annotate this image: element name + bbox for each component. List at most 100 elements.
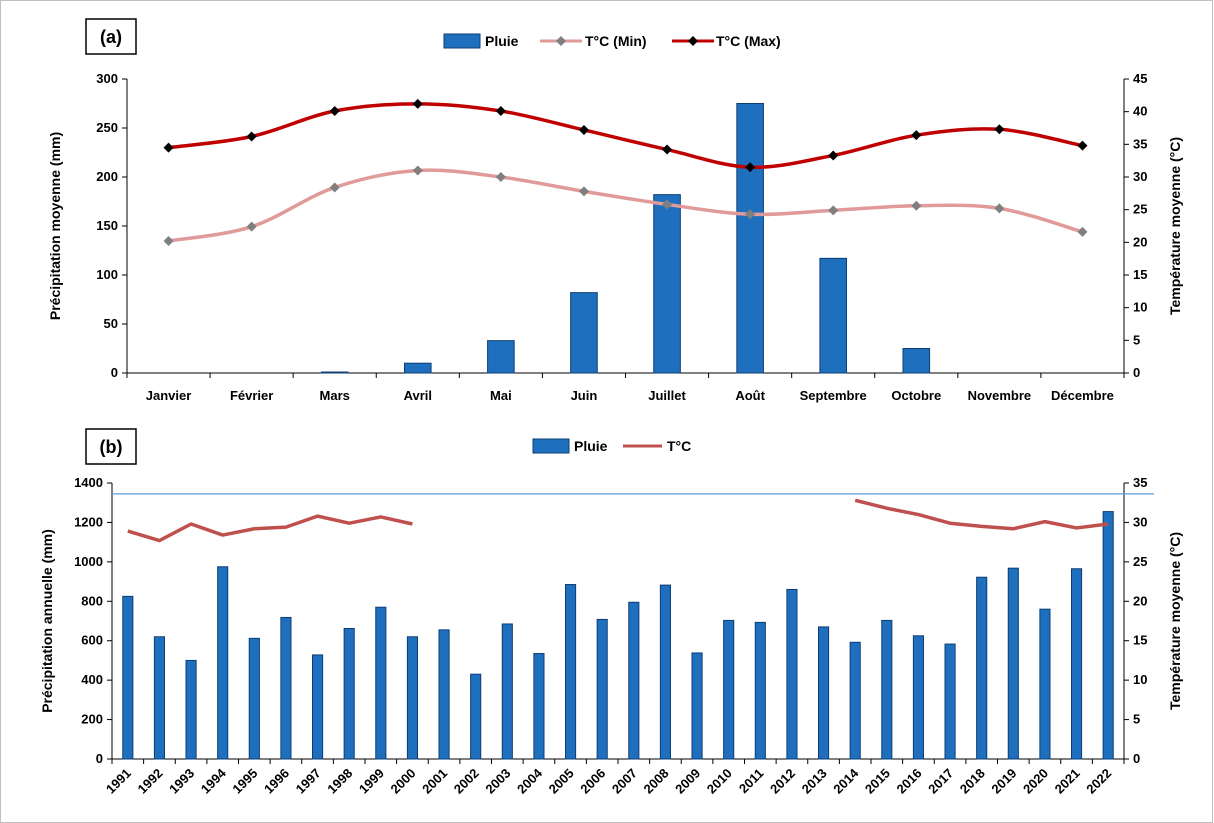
a-category-label: Juillet bbox=[648, 388, 686, 403]
a-category-label: Mai bbox=[490, 388, 512, 403]
b-bar-pluie bbox=[122, 595, 134, 760]
a-line-tmax bbox=[168, 102, 1083, 170]
a-point-tmax bbox=[745, 162, 756, 173]
a-category-label: Avril bbox=[404, 388, 432, 403]
a-point-tmax bbox=[495, 106, 506, 117]
a-point-tmin bbox=[246, 221, 257, 232]
panel-a-right-ticks: 0 5 10 15 20 25 30 35 40 45 bbox=[1124, 71, 1147, 380]
a-point-tmax bbox=[911, 130, 922, 141]
b-bar-pluie bbox=[217, 566, 229, 760]
a-point-tmin bbox=[745, 209, 756, 220]
a-y2tick-label: 0 bbox=[1133, 365, 1140, 380]
a-y2tick-label: 40 bbox=[1133, 104, 1147, 119]
a-y2tick-label: 35 bbox=[1133, 136, 1147, 151]
b-bar-pluie bbox=[691, 652, 703, 760]
b-bar-pluie bbox=[501, 623, 513, 760]
legend-a-pluie-label: Pluie bbox=[485, 33, 519, 49]
a-y2tick-label: 25 bbox=[1133, 202, 1147, 217]
legend-b-temp-label: T°C bbox=[667, 438, 691, 454]
a-point-tmax bbox=[412, 98, 423, 109]
panel-b-left-ticks: 0 200 400 600 800 1000 1200 1400 bbox=[74, 475, 112, 766]
panel-b-label: (b) bbox=[100, 437, 123, 457]
b-bar-pluie bbox=[818, 626, 830, 760]
a-ytick-label: 50 bbox=[104, 316, 118, 331]
a-category-label: Octobre bbox=[891, 388, 941, 403]
a-point-tmin bbox=[994, 203, 1005, 214]
a-point-tmin bbox=[578, 186, 589, 197]
panel-b-right-ticks: 0 5 10 15 20 25 30 35 bbox=[1124, 475, 1147, 766]
b-y2tick-label: 15 bbox=[1133, 633, 1147, 648]
b-bar-pluie bbox=[1007, 567, 1019, 760]
b-bar-pluie bbox=[1039, 608, 1051, 760]
a-point-tmax bbox=[163, 142, 174, 153]
b-bar-pluie bbox=[406, 636, 418, 760]
legend-b-pluie-label: Pluie bbox=[574, 438, 608, 454]
b-ytick-label: 0 bbox=[96, 751, 103, 766]
b-bar-pluie bbox=[470, 673, 482, 760]
a-ytick-label: 100 bbox=[96, 267, 118, 282]
legend-a-tmin-label: T°C (Min) bbox=[585, 33, 647, 49]
a-ytick-label: 150 bbox=[96, 218, 118, 233]
a-point-tmax bbox=[662, 144, 673, 155]
a-line-tmin bbox=[168, 168, 1083, 243]
b-bar-pluie bbox=[375, 606, 387, 760]
legend-a-pluie-swatch bbox=[443, 33, 481, 49]
a-category-label: Novembre bbox=[968, 388, 1032, 403]
panel-b-lines bbox=[127, 498, 1109, 543]
a-category-label: Août bbox=[735, 388, 765, 403]
panel-b-legend: Pluie T°C bbox=[532, 438, 691, 454]
a-ytick-label: 250 bbox=[96, 120, 118, 135]
b-y2tick-label: 10 bbox=[1133, 672, 1147, 687]
legend-a-tmin-marker bbox=[556, 36, 566, 46]
b-bar-pluie bbox=[596, 618, 608, 760]
b-bar-pluie bbox=[881, 619, 893, 760]
b-bar-pluie bbox=[312, 654, 324, 760]
b-ytick-label: 400 bbox=[81, 672, 103, 687]
b-ytick-label: 200 bbox=[81, 712, 103, 727]
panel-a-bars bbox=[320, 103, 931, 374]
a-point-tmax bbox=[1077, 140, 1088, 151]
b-y2tick-label: 25 bbox=[1133, 554, 1147, 569]
a-point-tmin bbox=[495, 172, 506, 182]
a-point-tmax bbox=[246, 131, 257, 142]
a-point-tmin bbox=[329, 182, 340, 193]
a-point-tmax bbox=[994, 124, 1005, 135]
b-bar-pluie bbox=[1102, 511, 1114, 760]
a-point-tmax bbox=[329, 106, 340, 117]
b-bar-pluie bbox=[565, 584, 577, 760]
a-y2tick-label: 45 bbox=[1133, 71, 1147, 86]
a-bar-pluie bbox=[487, 340, 515, 374]
b-bar-pluie bbox=[628, 601, 640, 760]
legend-b-pluie-swatch bbox=[532, 438, 570, 454]
b-y2tick-label: 0 bbox=[1133, 751, 1140, 766]
a-point-tmin bbox=[911, 200, 922, 211]
b-bar-pluie bbox=[976, 576, 988, 760]
a-bar-pluie bbox=[570, 292, 598, 374]
a-category-label: Juin bbox=[571, 388, 598, 403]
a-y2tick-label: 15 bbox=[1133, 267, 1147, 282]
a-bar-pluie bbox=[320, 371, 349, 374]
a-category-label: Janvier bbox=[146, 388, 192, 403]
panel-a-lines bbox=[163, 98, 1088, 247]
panel-b-ylabel: Précipitation annuelle (mm) bbox=[39, 529, 55, 713]
b-bar-pluie bbox=[912, 635, 924, 760]
a-point-tmin bbox=[828, 205, 839, 216]
a-bar-pluie bbox=[902, 348, 931, 374]
b-y2tick-label: 35 bbox=[1133, 475, 1147, 490]
b-bar-pluie bbox=[723, 619, 735, 760]
legend-a-tmax-label: T°C (Max) bbox=[716, 33, 781, 49]
b-bar-pluie bbox=[438, 629, 450, 760]
a-point-tmin bbox=[1077, 226, 1088, 237]
b-bar-pluie bbox=[343, 627, 355, 760]
panel-a-label-box bbox=[85, 18, 137, 55]
b-bar-pluie bbox=[849, 641, 861, 760]
panel-b-bars bbox=[122, 511, 1114, 760]
a-y2tick-label: 30 bbox=[1133, 169, 1147, 184]
b-ytick-label: 800 bbox=[81, 593, 103, 608]
a-y2tick-label: 10 bbox=[1133, 300, 1147, 315]
b-ytick-label: 1400 bbox=[74, 475, 103, 490]
a-bar-pluie bbox=[819, 257, 848, 374]
a-point-tmax bbox=[578, 124, 589, 135]
a-ytick-label: 200 bbox=[96, 169, 118, 184]
panel-a-ylabel: Précipitation moyenne (mm) bbox=[47, 132, 63, 320]
